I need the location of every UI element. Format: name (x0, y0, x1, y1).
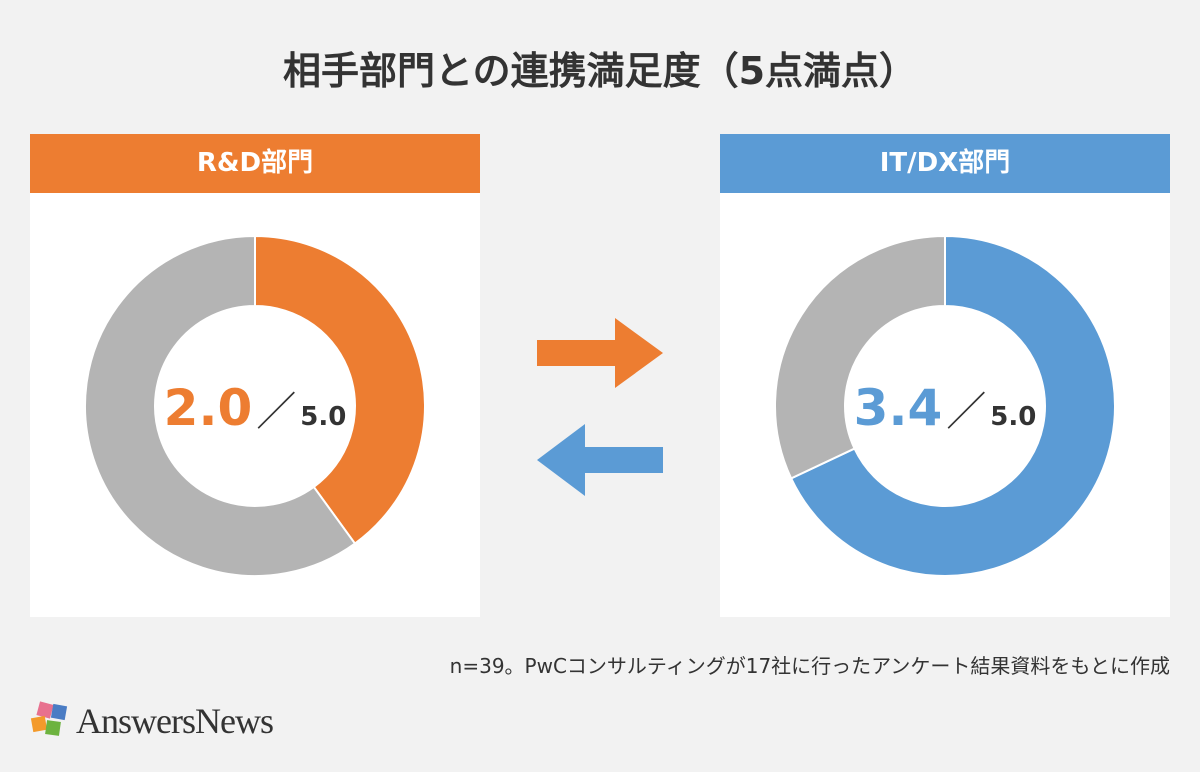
arrows (537, 318, 663, 496)
panel-header-itdx: IT/DX部門 (720, 134, 1170, 193)
donut-slice-value (789, 234, 1116, 577)
logo-text: AnswersNews (76, 701, 274, 741)
arrow-left-icon (537, 424, 663, 496)
score-value-itdx: 3.4 (853, 379, 943, 437)
chart-title: 相手部門との連携満足度（5点満点） (282, 49, 918, 93)
score-itdx: 3.4 ／ 5.0 (720, 379, 1170, 437)
puzzle-logo-icon (30, 701, 68, 736)
panel-itdx: IT/DX部門 3.4 ／ 5.0 (720, 134, 1170, 617)
score-value-rd: 2.0 (163, 379, 253, 437)
donut-slice-value (254, 234, 426, 545)
donut-rd (84, 234, 426, 577)
slash: ／ (256, 389, 297, 435)
donut-slice-remainder (774, 234, 946, 480)
arrow-right-icon (537, 318, 663, 388)
panel-rd: R&D部門 2.0 ／ 5.0 (30, 134, 480, 617)
score-max-rd: 5.0 (300, 402, 347, 432)
logo: AnswersNews (28, 700, 274, 742)
donut-slice-remainder (84, 234, 357, 577)
panel-header-rd: R&D部門 (30, 134, 480, 193)
slash: ／ (946, 389, 987, 435)
source-note: n=39。PwCコンサルティングが17社に行ったアンケート結果資料をもとに作成 (449, 654, 1170, 678)
score-rd: 2.0 ／ 5.0 (30, 379, 480, 437)
donut-itdx (774, 234, 1116, 577)
score-max-itdx: 5.0 (990, 402, 1037, 432)
